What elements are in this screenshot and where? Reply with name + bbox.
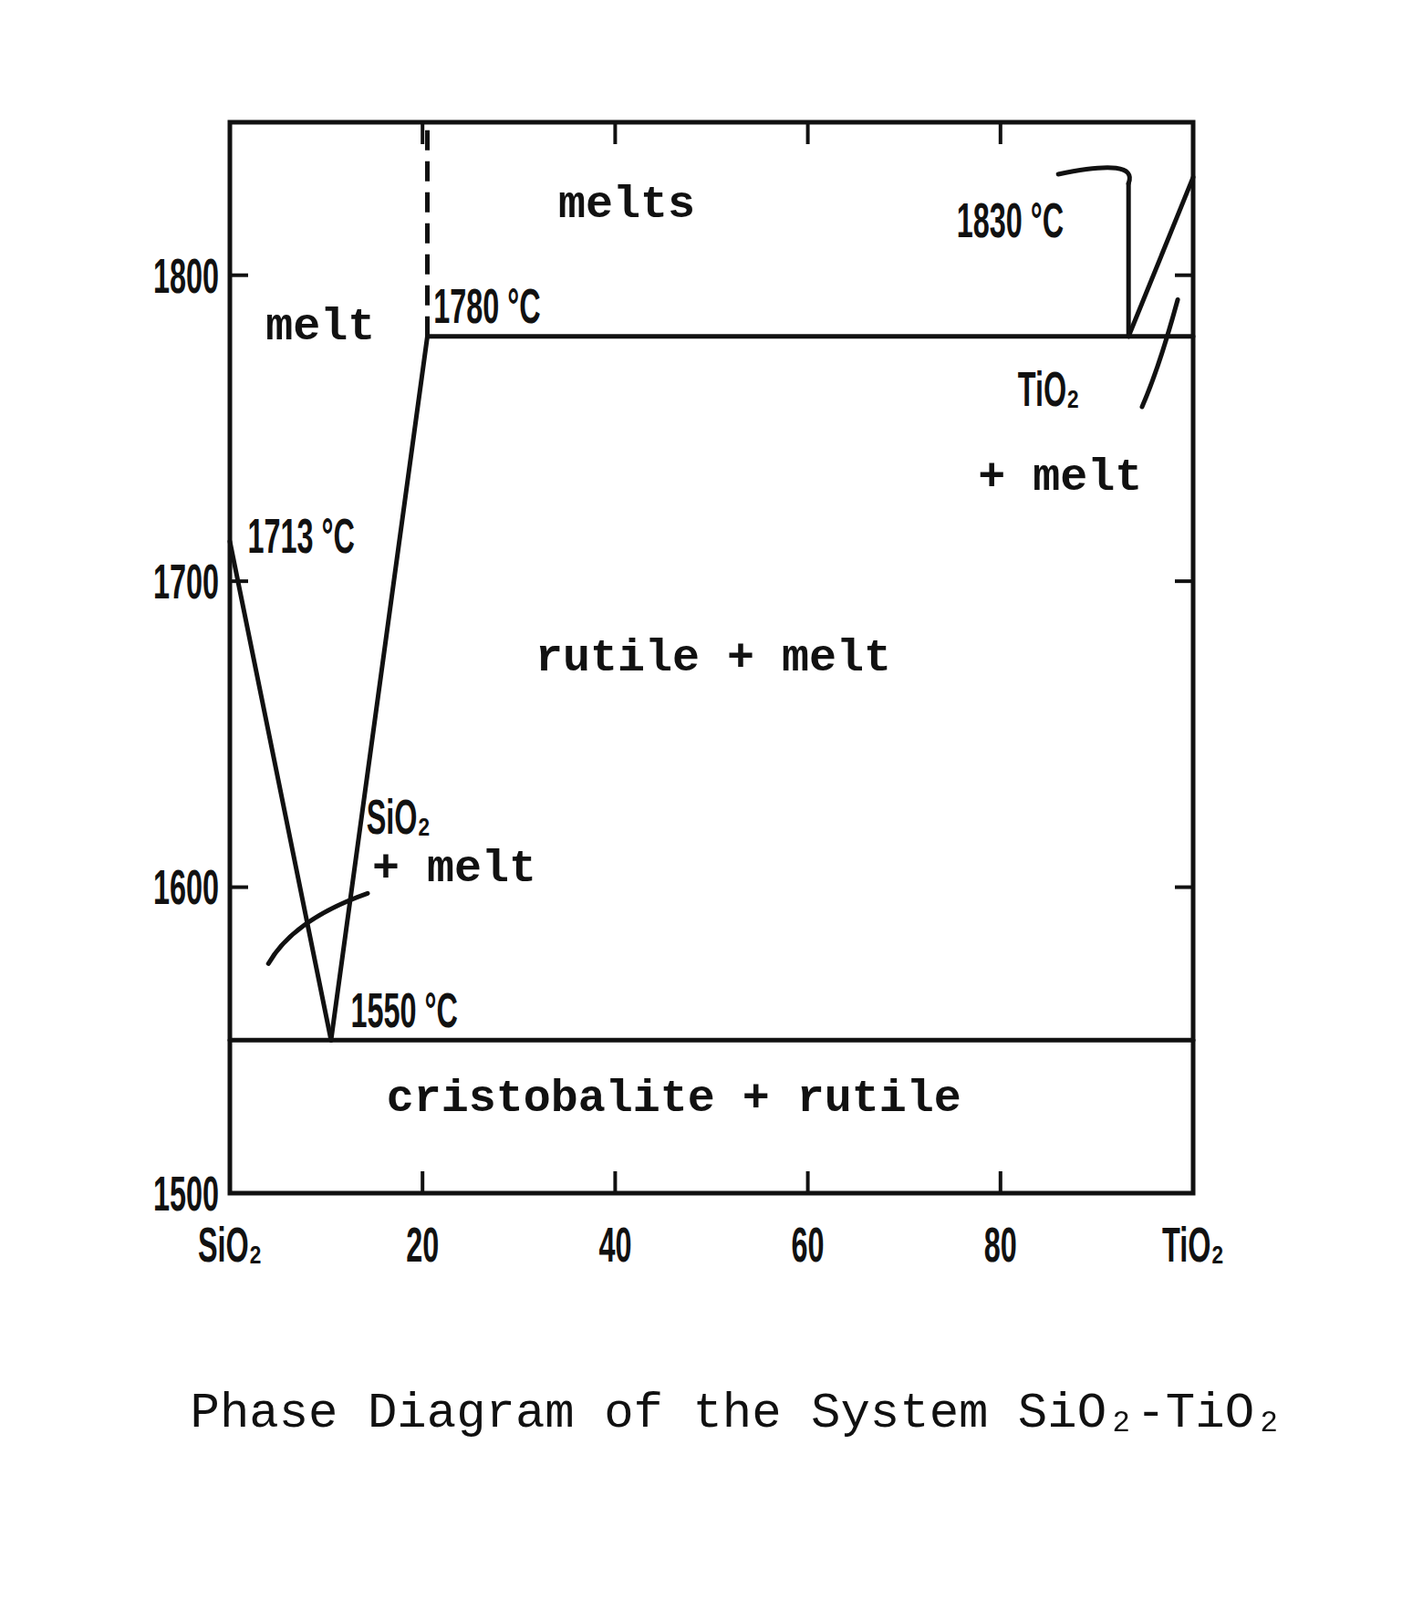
chart-title: Phase Diagram of the System SiO₂-TiO₂ xyxy=(190,1385,1285,1442)
x-tick-label-group: SiO₂ xyxy=(197,1216,262,1271)
point-label: TiO₂ xyxy=(1017,361,1081,416)
y-tick-label-group: 1500 xyxy=(153,1165,219,1220)
x-tick-top xyxy=(806,122,811,145)
phase-boundaries xyxy=(229,122,1194,1040)
point-label: 1780 °C xyxy=(433,279,541,333)
x-tick-label: 80 xyxy=(984,1216,1018,1271)
phase-boundary xyxy=(229,541,332,1041)
x-tick xyxy=(998,1171,1003,1194)
point-labels: 1780 °C 1713 °C 1550 °C 1830 °C SiO₂ TiO₂ xyxy=(247,193,1080,1038)
x-tick xyxy=(806,1171,811,1194)
x-tick-label-group: 40 xyxy=(598,1216,632,1271)
region-label: + melt xyxy=(372,842,537,895)
point-label: 1713 °C xyxy=(247,508,354,562)
x-tick-label: TiO₂ xyxy=(1162,1216,1225,1271)
region-label: melts xyxy=(558,178,696,231)
plot-frame xyxy=(229,122,1194,1194)
y-tick-label-group: 1800 xyxy=(153,248,219,302)
x-tick xyxy=(612,1171,617,1194)
point-label-group: 1830 °C xyxy=(956,193,1064,248)
y-tick-label: 1500 xyxy=(153,1165,219,1220)
background xyxy=(0,0,1423,1600)
point-label: 1550 °C xyxy=(350,982,458,1037)
point-label: SiO₂ xyxy=(366,789,431,844)
y-tick-label-group: 1700 xyxy=(153,553,219,608)
point-label-group: 1780 °C xyxy=(433,279,541,333)
x-tick xyxy=(420,1171,425,1194)
leader-line xyxy=(1142,300,1178,407)
x-tick-label-group: 60 xyxy=(791,1216,825,1271)
region-labels: melts melt rutile + melt + melt + melt cristo… xyxy=(265,178,1143,1124)
phase-boundary xyxy=(331,336,428,1041)
phase-boundary xyxy=(427,333,1195,339)
x-tick-top xyxy=(612,122,617,145)
y-tick-right xyxy=(1174,273,1194,278)
x-tick-label: 60 xyxy=(791,1216,825,1271)
x-tick-label: 40 xyxy=(598,1216,632,1271)
x-tick-label-group: 20 xyxy=(405,1216,439,1271)
y-tick-right xyxy=(1174,579,1194,583)
x-tick-top xyxy=(420,122,425,145)
x-tick-label: 20 xyxy=(405,1216,439,1271)
leader-line xyxy=(1058,167,1130,184)
point-label-group: 1550 °C xyxy=(350,982,458,1037)
x-tick-label: SiO₂ xyxy=(197,1216,262,1271)
region-label: melt xyxy=(265,301,375,354)
x-tick-label-group: 80 xyxy=(984,1216,1018,1271)
region-label: + melt xyxy=(977,451,1143,504)
y-tick-right xyxy=(1174,885,1194,890)
x-tick-top xyxy=(998,122,1003,145)
phase-boundary xyxy=(1126,183,1132,337)
x-axis: SiO₂ 20 40 60 80 TiO₂ xyxy=(197,122,1225,1272)
x-tick-label-group: TiO₂ xyxy=(1162,1216,1225,1271)
region-label: rutile + melt xyxy=(535,632,892,685)
y-tick-label: 1800 xyxy=(153,248,219,302)
y-tick-label: 1600 xyxy=(153,860,219,915)
region-label: cristobalite + rutile xyxy=(386,1072,962,1125)
phase-boundary xyxy=(425,122,430,337)
y-tick xyxy=(229,273,249,278)
y-tick xyxy=(229,885,249,890)
leader-line xyxy=(268,893,368,964)
y-tick-label-group: 1600 xyxy=(153,860,219,915)
point-label-group: TiO₂ xyxy=(1017,361,1081,416)
phase-boundary xyxy=(1128,176,1194,336)
y-axis: 1500 1600 1700 1800 xyxy=(153,248,1194,1221)
y-tick-label: 1700 xyxy=(153,553,219,608)
phase-boundary xyxy=(229,1038,1194,1043)
point-label: 1830 °C xyxy=(956,193,1064,248)
point-label-group: 1713 °C xyxy=(247,508,354,562)
phase-diagram: SiO₂20406080TiO₂15001600170018001780 °C1… xyxy=(0,0,1423,1600)
point-label-group: SiO₂ xyxy=(366,789,431,844)
